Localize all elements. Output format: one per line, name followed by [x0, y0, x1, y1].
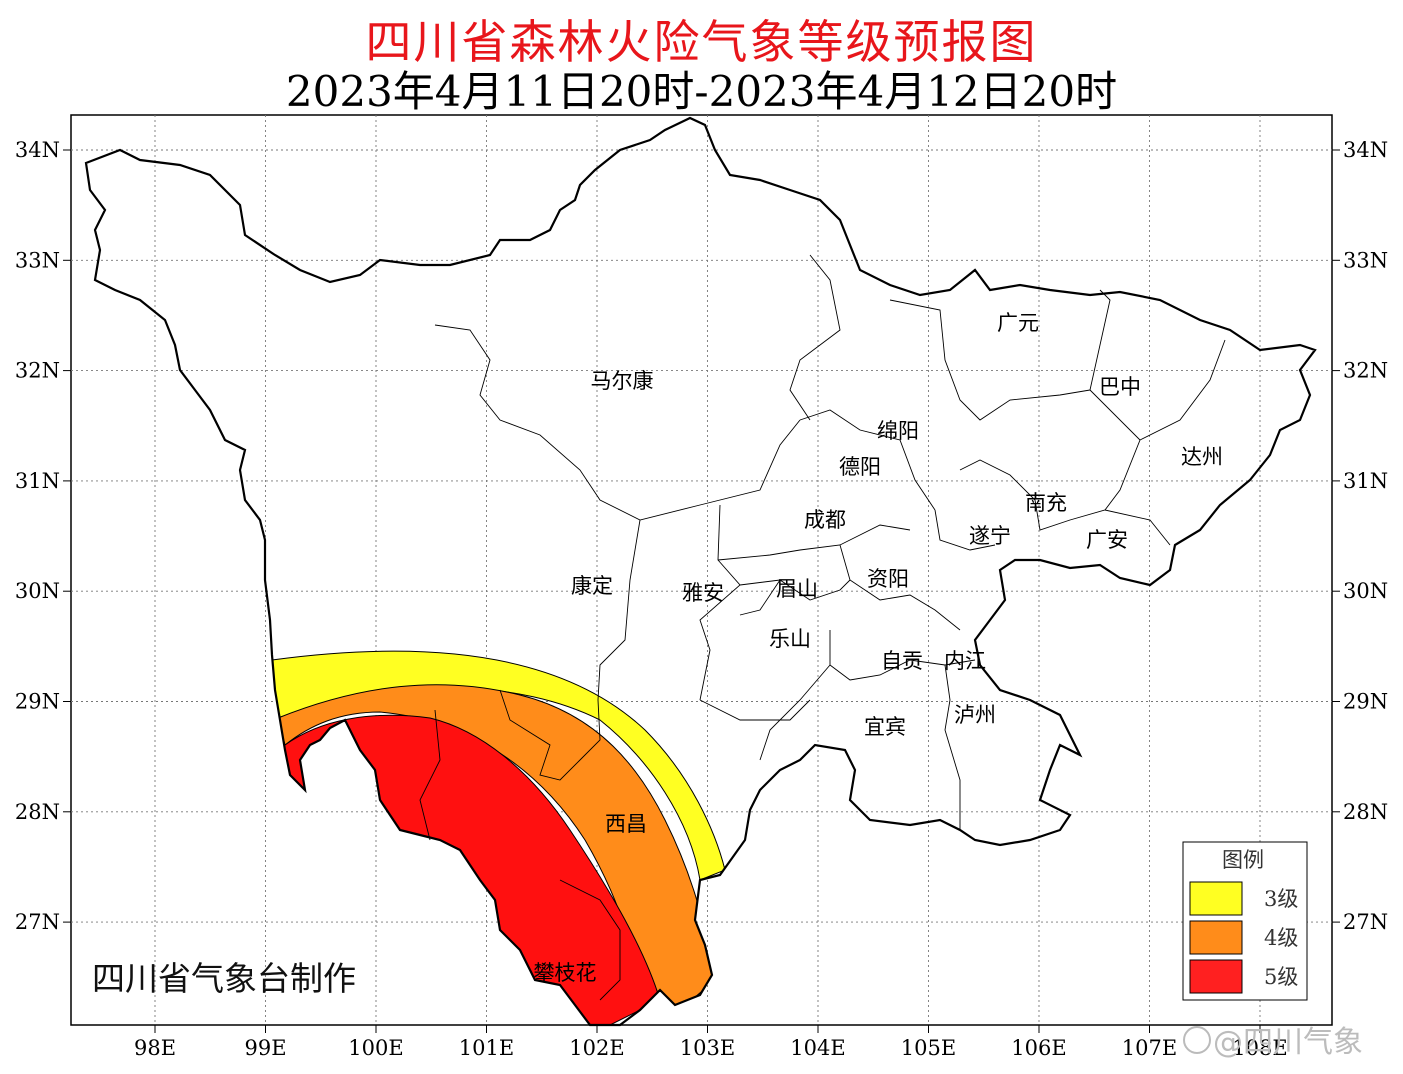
sichuan-province-outline	[84, 116, 1317, 1027]
city-label-nanchong: 南充	[1025, 491, 1067, 515]
prefecture-boundaries	[419, 254, 1226, 1001]
lat-tick-label-right: 30N	[1343, 579, 1388, 603]
lon-tick-label: 108E	[1232, 1036, 1287, 1060]
lat-tick-label-right: 34N	[1343, 138, 1388, 162]
map-subtitle: 2023年4月11日20时-2023年4月12日20时	[285, 67, 1118, 116]
legend-swatch-level3	[1189, 881, 1243, 916]
lat-tick-label-left: 28N	[15, 800, 60, 824]
lon-tick-label: 98E	[134, 1036, 176, 1060]
map-frame	[70, 114, 1333, 1026]
lat-tick-label-left: 34N	[15, 138, 60, 162]
watermark-text: @四川气象	[1213, 1025, 1363, 1060]
map-title: 四川省森林火险气象等级预报图	[365, 15, 1038, 69]
city-label-neijiang: 内江	[944, 649, 986, 673]
lat-tick-label-left: 27N	[15, 910, 60, 934]
city-label-ziyang: 资阳	[867, 567, 909, 591]
city-label-suining: 遂宁	[969, 524, 1011, 548]
city-label-dazhou: 达州	[1181, 445, 1223, 469]
lat-tick-label-left: 33N	[15, 248, 60, 272]
lon-tick-label: 103E	[680, 1036, 735, 1060]
lat-tick-label-right: 29N	[1343, 690, 1388, 714]
legend-swatch-level4	[1189, 920, 1243, 955]
latitude-labels-right: 34N 33N 32N 31N 30N 29N 28N 27N	[1332, 138, 1388, 934]
producer-credit: 四川省气象台制作	[92, 959, 356, 998]
lon-tick-label: 99E	[244, 1036, 286, 1060]
lon-tick-label: 101E	[459, 1036, 514, 1060]
city-label-guangan: 广安	[1086, 528, 1128, 552]
legend-swatch-level5	[1189, 959, 1243, 994]
legend-label-level4: 4级	[1264, 926, 1298, 950]
latitude-labels-left: 34N 33N 32N 31N 30N 29N 28N 27N	[15, 138, 71, 934]
city-label-zigong: 自贡	[881, 649, 923, 673]
lat-tick-label-left: 32N	[15, 359, 60, 383]
lon-tick-label: 106E	[1011, 1036, 1066, 1060]
city-label-deyang: 德阳	[839, 455, 881, 479]
lat-tick-label-left: 31N	[15, 469, 60, 493]
city-label-leshan: 乐山	[769, 627, 811, 651]
longitude-labels: 98E 99E 100E 101E 102E 103E 104E 105E 106E 107E 10…	[134, 1025, 1288, 1060]
city-label-kangding: 康定	[571, 574, 613, 598]
legend-label-level5: 5级	[1264, 965, 1298, 989]
city-label-guangyuan: 广元	[997, 311, 1039, 335]
city-label-xichang: 西昌	[605, 812, 647, 836]
lat-tick-label-left: 30N	[15, 579, 60, 603]
lon-tick-label: 100E	[348, 1036, 403, 1060]
lat-tick-label-right: 28N	[1343, 800, 1388, 824]
city-label-luzhou: 泸州	[954, 703, 996, 727]
city-label-yaan: 雅安	[682, 581, 724, 605]
city-label-meishan: 眉山	[776, 577, 818, 601]
lat-tick-label-left: 29N	[15, 690, 60, 714]
lat-tick-label-right: 27N	[1343, 910, 1388, 934]
lon-tick-label: 102E	[569, 1036, 624, 1060]
lon-tick-label: 107E	[1122, 1036, 1177, 1060]
legend-title: 图例	[1222, 848, 1264, 872]
lon-tick-label: 104E	[790, 1036, 845, 1060]
city-label-bazhong: 巴中	[1099, 375, 1141, 399]
lon-tick-label: 105E	[901, 1036, 956, 1060]
lat-tick-label-right: 32N	[1343, 359, 1388, 383]
lat-tick-label-right: 33N	[1343, 248, 1388, 272]
weibo-watermark: @四川气象	[1183, 1025, 1363, 1060]
city-label-maerkang: 马尔康	[591, 369, 654, 393]
legend-label-level3: 3级	[1264, 887, 1298, 911]
city-label-chengdu: 成都	[804, 508, 846, 532]
city-label-yibin: 宜宾	[864, 715, 906, 739]
city-label-panzhihua: 攀枝花	[534, 961, 597, 985]
legend: 图例 3级 4级 5级	[1182, 841, 1308, 1001]
weibo-icon	[1183, 1026, 1211, 1054]
city-label-mianyang: 绵阳	[877, 419, 919, 443]
lat-tick-label-right: 31N	[1343, 469, 1388, 493]
